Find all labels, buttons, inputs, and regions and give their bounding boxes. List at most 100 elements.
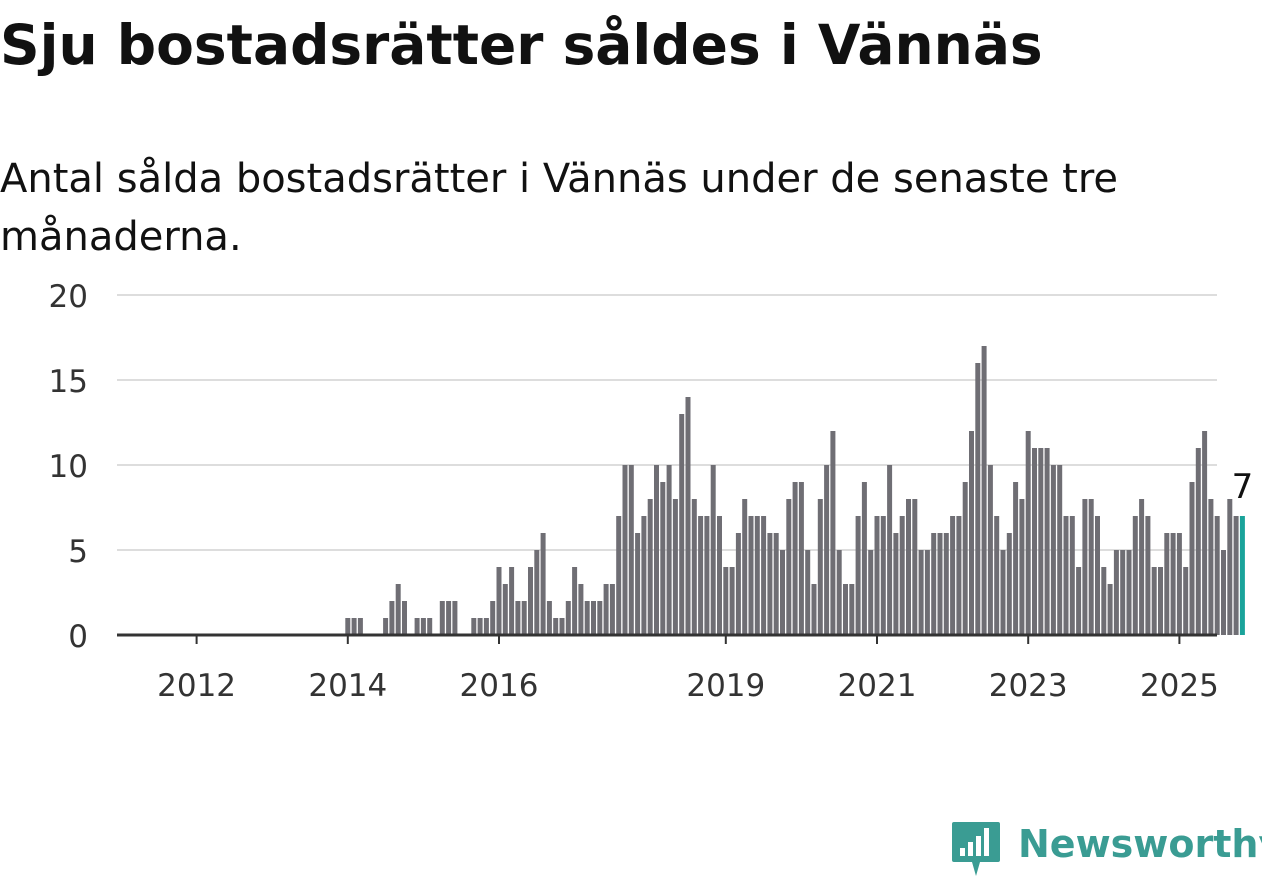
bar (1050, 465, 1056, 635)
bar (1101, 567, 1107, 635)
x-axis: 2012 2014 2016 2019 2021 2023 2025 (117, 633, 1219, 704)
bar (622, 465, 628, 635)
bar (1189, 482, 1195, 635)
bar (553, 618, 559, 635)
bar (780, 550, 785, 635)
bar (471, 618, 477, 635)
bar (874, 516, 880, 635)
bar (943, 533, 949, 635)
y-tick-label: 0 (68, 619, 88, 655)
bar (685, 397, 691, 635)
bar (1076, 567, 1082, 635)
bar (868, 550, 874, 635)
bar (962, 482, 968, 635)
bar (383, 618, 389, 635)
x-tick-label: 2012 (157, 668, 236, 704)
bar (849, 584, 855, 635)
bar (899, 516, 905, 635)
bar (1227, 499, 1233, 635)
bar (830, 431, 836, 635)
bar (1233, 516, 1239, 635)
bar (981, 346, 987, 635)
bar (1095, 516, 1100, 635)
bar (817, 499, 823, 635)
bar (679, 414, 685, 635)
bar (546, 601, 552, 635)
bar (572, 567, 578, 635)
bar (427, 618, 433, 635)
bar (1038, 448, 1044, 635)
bar (710, 465, 716, 635)
bar (603, 584, 609, 635)
bar (918, 550, 924, 635)
y-axis-tick-labels: 0 5 10 15 20 (49, 279, 88, 655)
bar (987, 465, 993, 635)
bars (345, 346, 1245, 635)
bar (729, 567, 735, 635)
bar (786, 499, 792, 635)
bar (515, 601, 521, 635)
bar (994, 516, 1000, 635)
bar (723, 567, 729, 635)
bar (824, 465, 830, 635)
bar (1107, 584, 1113, 635)
bar (1088, 499, 1094, 635)
bar (666, 465, 672, 635)
bar (880, 516, 886, 635)
bar (1006, 533, 1012, 635)
bar (1069, 516, 1075, 635)
bar (616, 516, 622, 635)
bar (735, 533, 741, 635)
bar (843, 584, 848, 635)
y-tick-label: 15 (49, 364, 88, 400)
bar (351, 618, 357, 635)
bar (811, 584, 817, 635)
bar (584, 601, 590, 635)
bar (597, 601, 603, 635)
bar (483, 618, 489, 635)
bar (906, 499, 911, 635)
newsworthy-logo[interactable]: Newsworthy (950, 818, 1262, 878)
bar (609, 584, 615, 635)
bar (1164, 533, 1170, 635)
bar (654, 465, 659, 635)
bar (628, 465, 634, 635)
bar (1145, 516, 1151, 635)
data-labels: 7 (1232, 467, 1254, 507)
bar (591, 601, 596, 635)
bar (748, 516, 754, 635)
bar (1025, 431, 1031, 635)
bar (559, 618, 565, 635)
bar (1057, 465, 1063, 635)
bar (490, 601, 496, 635)
bar (496, 567, 502, 635)
bar (439, 601, 445, 635)
bar (1176, 533, 1182, 635)
bar (414, 618, 420, 635)
bar (761, 516, 767, 635)
bar (1000, 550, 1006, 635)
bar (420, 618, 426, 635)
brand-name: Newsworthy (1018, 822, 1262, 866)
bar (861, 482, 867, 635)
bar (635, 533, 641, 635)
bar (389, 601, 395, 635)
bar (357, 618, 363, 635)
bar (1208, 499, 1214, 635)
bar (836, 550, 842, 635)
bar (937, 533, 943, 635)
bar (521, 601, 527, 635)
chart-subtitle: Antal sålda bostadsrätter i Vännäs under… (0, 156, 1119, 260)
bar (1158, 567, 1163, 635)
bar (912, 499, 918, 635)
bar (345, 618, 351, 635)
bar (1013, 482, 1019, 635)
bar (534, 550, 540, 635)
bar (698, 516, 704, 635)
bar (1151, 567, 1157, 635)
bar (754, 516, 760, 635)
bar (1082, 499, 1088, 635)
bar (446, 601, 452, 635)
bar (1126, 550, 1132, 635)
bar (969, 431, 974, 635)
